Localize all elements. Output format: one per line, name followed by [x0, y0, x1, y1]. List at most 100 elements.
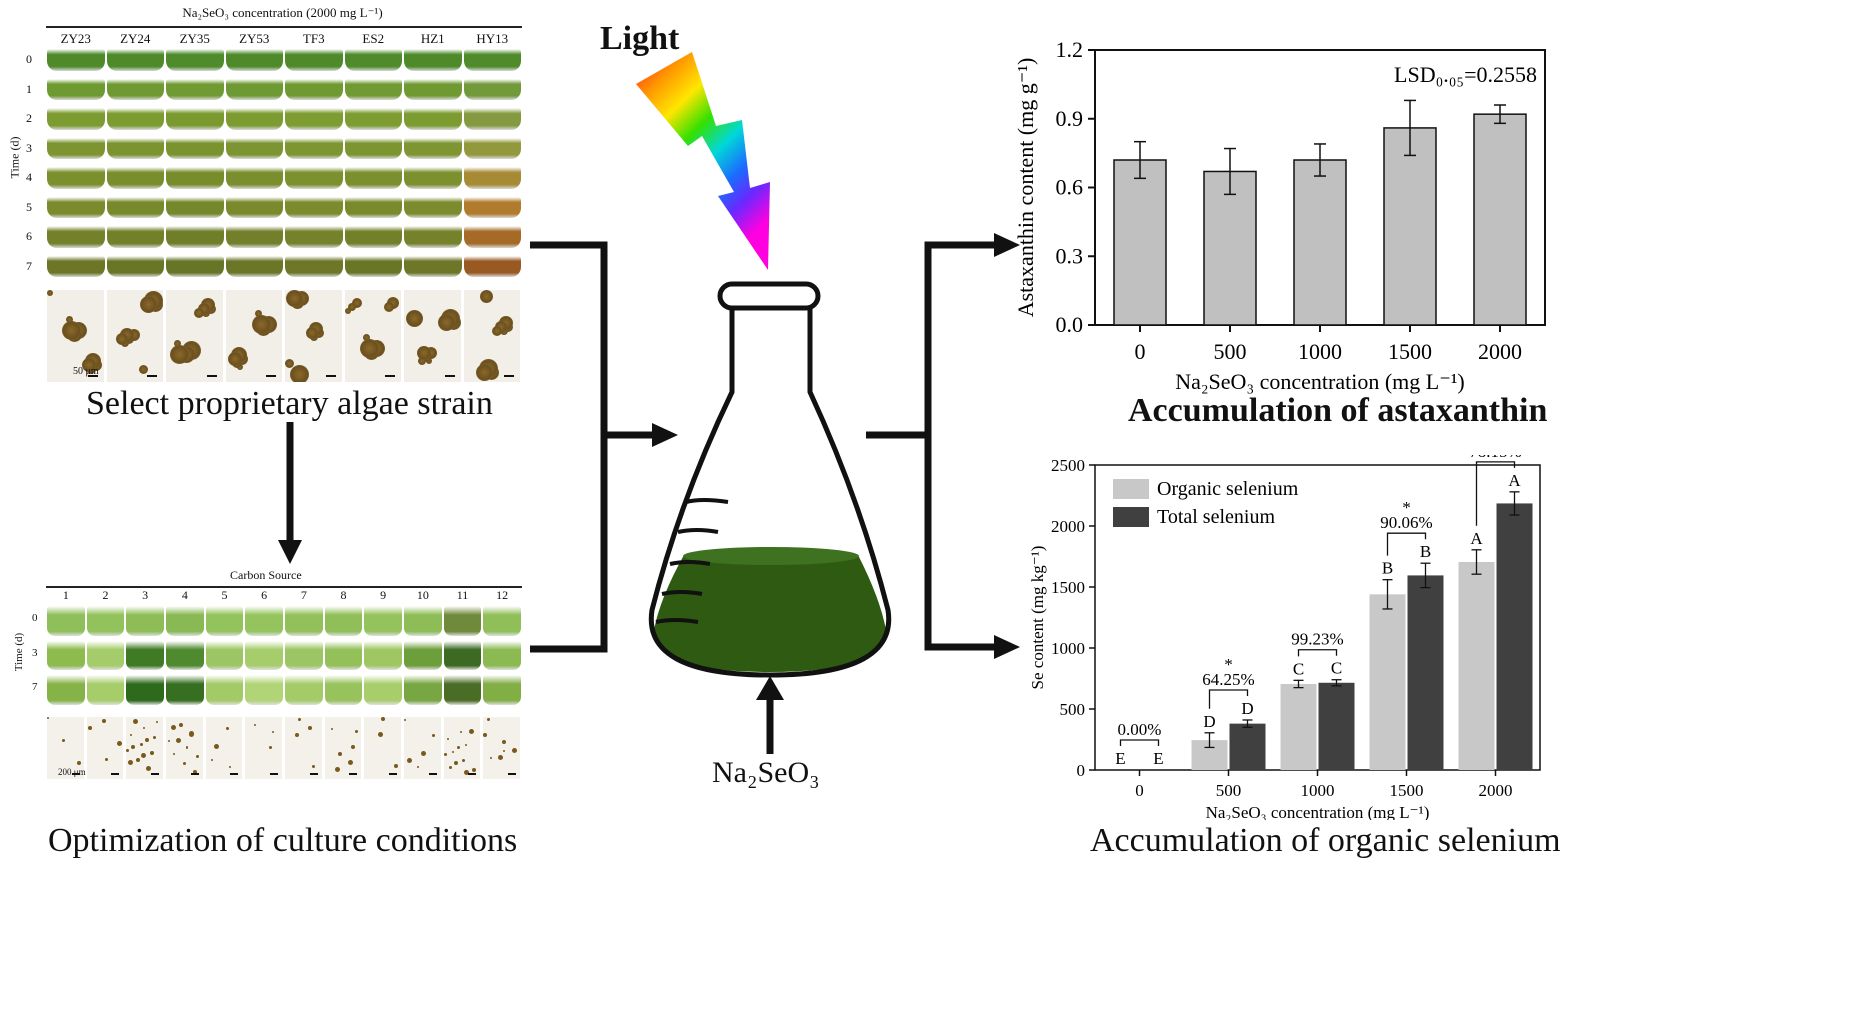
- culture-tube: [404, 255, 462, 277]
- algae-cell: [213, 744, 219, 749]
- comparison-bracket: [1297, 649, 1338, 657]
- culture-tube: [225, 255, 283, 277]
- y-tick-label: 0.0: [1056, 312, 1084, 337]
- percent-label: 64.25%: [1202, 670, 1254, 689]
- algae-cell: [298, 718, 302, 721]
- algae-cell: [363, 334, 370, 341]
- micrograph: [245, 717, 282, 779]
- significance-letter: A: [1470, 529, 1483, 548]
- significance-letter: E: [1153, 749, 1163, 768]
- algae-cell: [394, 764, 399, 768]
- culture-tube: [344, 196, 402, 218]
- y-tick-label: 0.3: [1056, 243, 1084, 268]
- bar: [1473, 113, 1527, 326]
- algae-cell: [116, 741, 122, 746]
- micrograph: [106, 290, 163, 382]
- micrograph: [166, 290, 223, 382]
- x-axis-label: Na₂SeO₃ concentration (mg L⁻¹): [1206, 803, 1430, 820]
- strain-panel-rule: [46, 26, 522, 28]
- culture-tube: [285, 640, 323, 671]
- culture-tube: [47, 49, 105, 71]
- algae-cell: [189, 731, 195, 736]
- algae-cell: [334, 767, 340, 772]
- culture-tube: [47, 255, 105, 277]
- strain-name: HY13: [476, 31, 509, 46]
- x-tick-label: 0: [1135, 781, 1144, 800]
- culture-tube: [404, 226, 462, 248]
- scale-bar: [325, 375, 336, 377]
- culture-tube: [126, 675, 164, 705]
- micrograph: [285, 717, 322, 779]
- time-axis-label: Time (d): [7, 136, 22, 179]
- algae-cell: [453, 761, 458, 765]
- carbon-scale-bar-label: 200 μm: [58, 767, 86, 777]
- algae-cell: [463, 770, 469, 775]
- algae-cell: [171, 725, 176, 730]
- culture-tube: [47, 226, 105, 248]
- carbon-panel: Carbon Source 1 2 3 4 5 6 7 8 9 10 11 12 Time (d) 0…: [0, 560, 530, 790]
- carbon-source-number: 9: [380, 588, 387, 602]
- algae-cell: [132, 719, 138, 724]
- culture-tube: [126, 606, 164, 636]
- algae-cell: [140, 296, 157, 313]
- algae-cell: [446, 738, 449, 740]
- algae-cell: [417, 346, 431, 360]
- algae-cell: [139, 743, 143, 746]
- day-label: 5: [26, 199, 32, 214]
- culture-tube: [285, 606, 323, 636]
- carbon-source-number: 12: [496, 588, 509, 602]
- carbon-tube-grid: [46, 604, 522, 708]
- culture-tube: [205, 675, 244, 705]
- culture-tube: [225, 167, 283, 189]
- erlenmeyer-flask: [648, 281, 892, 678]
- scale-bar: [444, 375, 455, 377]
- algae-cell: [305, 327, 318, 339]
- scale-bar: [309, 773, 318, 775]
- culture-tube: [463, 196, 521, 218]
- culture-tube: [324, 675, 363, 705]
- culture-tube: [404, 606, 442, 636]
- bar: [1369, 594, 1406, 770]
- algae-cell: [443, 753, 447, 756]
- algae-cell: [420, 751, 426, 756]
- algae-cell: [144, 738, 149, 742]
- culture-tube: [344, 226, 402, 248]
- algae-cell: [486, 718, 490, 721]
- algae-cell: [308, 726, 313, 730]
- bar: [1383, 127, 1437, 326]
- culture-tube: [106, 226, 164, 248]
- strain-panel: Na₂SeO₃ concentration (2000 mg L⁻¹) ZY23…: [0, 0, 530, 430]
- algae-cell: [331, 728, 334, 730]
- algae-cell: [172, 753, 175, 755]
- scale-bar: [269, 773, 278, 775]
- algae-cell: [194, 308, 204, 318]
- culture-tube: [344, 49, 402, 71]
- comparison-bracket: [1208, 689, 1249, 709]
- algae-cell: [337, 752, 342, 756]
- culture-tube: [483, 675, 521, 705]
- culture-tube: [344, 137, 402, 159]
- y-axis-label: Astaxanthin content (mg g⁻¹): [1013, 58, 1038, 318]
- algae-cell: [489, 757, 492, 759]
- culture-tube: [106, 137, 164, 159]
- culture-tube: [324, 640, 363, 671]
- culture-tube: [225, 226, 283, 248]
- algae-cell: [77, 761, 81, 765]
- day-label: 7: [26, 258, 32, 273]
- legend-label: Total selenium: [1157, 506, 1275, 528]
- algae-cell: [62, 739, 65, 742]
- culture-tube: [344, 255, 402, 277]
- culture-tube: [86, 640, 125, 671]
- scale-bar: [388, 773, 397, 775]
- bar: [1203, 170, 1257, 326]
- culture-tube: [47, 640, 85, 671]
- algae-cell: [176, 738, 181, 743]
- astaxanthin-caption: Accumulation of astaxanthin: [1128, 392, 1548, 429]
- micrograph: [47, 290, 104, 382]
- y-tick-label: 1500: [1051, 578, 1085, 597]
- algae-cell: [271, 731, 274, 733]
- culture-tube: [463, 226, 521, 248]
- algae-cell: [253, 724, 256, 726]
- comparison-bracket: [1386, 532, 1427, 556]
